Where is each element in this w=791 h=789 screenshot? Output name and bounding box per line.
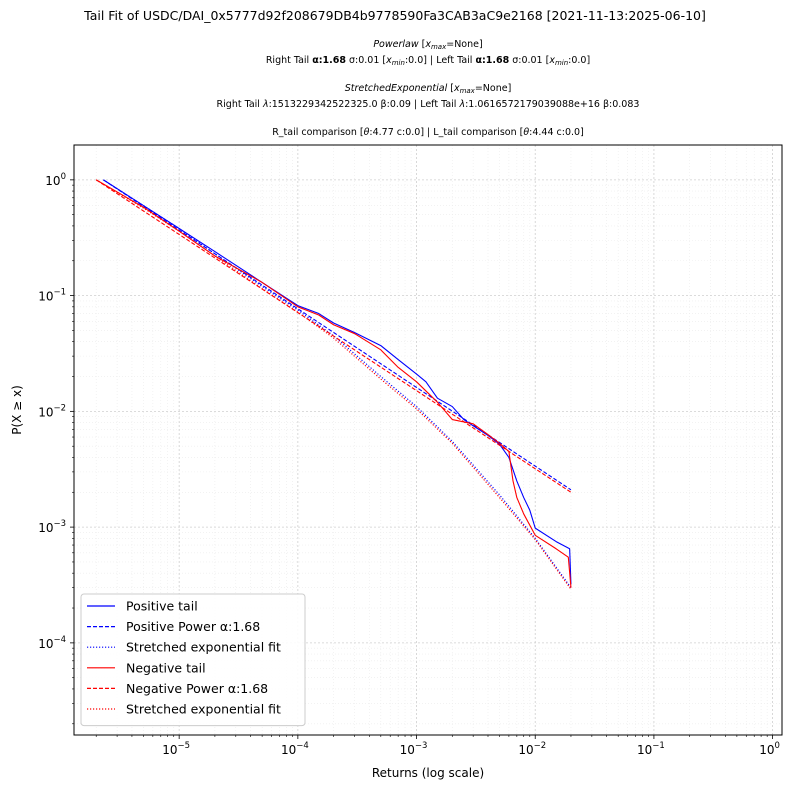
legend-label: Negative tail (126, 660, 206, 675)
x-tick-label: 10−2 (518, 741, 546, 757)
subtitle-stretched-values: Right Tail λ:1513229342522325.0 β:0.09 |… (217, 99, 640, 110)
legend-label: Stretched exponential fit (126, 702, 281, 717)
subtitle-powerlaw-values: Right Tail α:1.68 σ:0.01 [xmin:0.0] | Le… (266, 55, 590, 67)
y-tick-label: 10−1 (38, 288, 66, 304)
legend-label: Stretched exponential fit (126, 640, 281, 655)
x-tick-label: 100 (759, 741, 780, 757)
legend-label: Positive Power α:1.68 (126, 619, 260, 634)
axis-ticks: 10−5 10−4 10−3 10−2 10−1 100 10−4 10−3 10−2 10−1 1… (38, 172, 780, 757)
series-line (95, 179, 572, 493)
legend-label: Positive tail (126, 599, 198, 614)
series-line (95, 179, 572, 588)
y-tick-label: 10−4 (38, 635, 66, 651)
chart-title: Tail Fit of USDC/DAI_0x5777d92f208679DB4… (83, 8, 706, 23)
subtitle-powerlaw-header: Powerlaw [xmax=None] (373, 39, 482, 51)
legend: Positive tail Positive Power α:1.68 Stretc… (80, 593, 306, 727)
x-axis-label: Returns (log scale) (372, 766, 484, 780)
x-tick-label: 10−4 (281, 741, 309, 757)
x-tick-label: 10−1 (637, 741, 665, 757)
y-tick-label: 100 (45, 172, 66, 188)
subtitle-stretched-header: StretchedExponential [xmax=None] (345, 83, 512, 95)
x-tick-label: 10−3 (400, 741, 428, 757)
minor-grid (74, 145, 782, 735)
legend-box (80, 593, 306, 727)
plot-frame (73, 144, 783, 736)
series-layer (95, 179, 572, 590)
y-axis-label: P(X ≥ x) (10, 385, 24, 435)
series-line (95, 179, 572, 590)
x-tick-label: 10−5 (162, 741, 190, 757)
y-tick-label: 10−2 (38, 403, 66, 419)
subtitle-comparison: R_tail comparison [θ:4.77 c:0.0] | L_tai… (272, 127, 584, 138)
series-line (103, 179, 572, 491)
y-tick-label: 10−3 (38, 519, 66, 535)
series-line (103, 179, 572, 588)
legend-label: Negative Power α:1.68 (126, 681, 268, 696)
